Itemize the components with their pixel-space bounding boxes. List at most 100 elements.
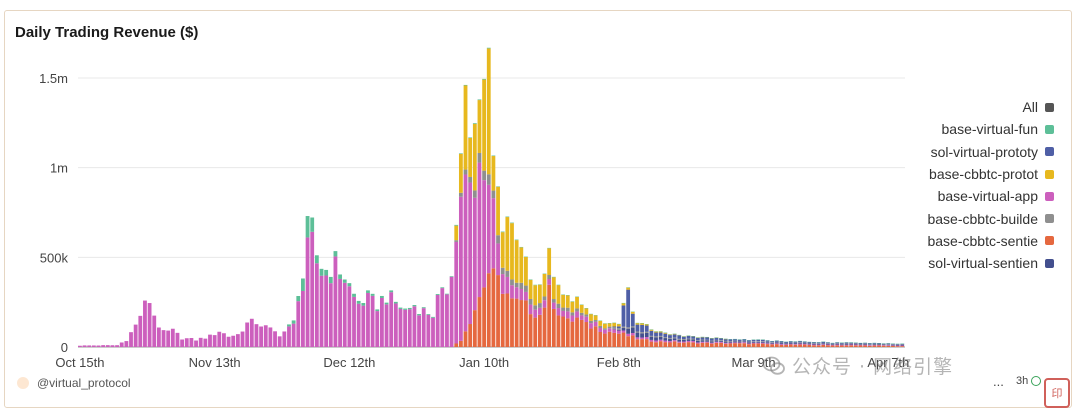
bar-segment-base-virtual-app (175, 332, 180, 347)
bar-segment-base-virtual-app (681, 341, 686, 343)
bar-segment-base-cbbtc-builde (491, 190, 496, 199)
bar-segment-base-virtual-fun (324, 269, 329, 276)
bar-segment-sol-virtual-sentien (714, 340, 719, 342)
bar-segment-base-cbbtc-sentie (891, 345, 895, 347)
bar-segment-base-cbbtc-builde (528, 298, 533, 305)
bar-segment-base-virtual-app (886, 345, 891, 346)
bar-segment-sol-virtual-prototy (835, 342, 840, 344)
bar-segment-base-virtual-app (296, 301, 301, 347)
bar-segment-base-cbbtc-builde (589, 320, 593, 324)
bar-segment-sol-virtual-sentien (640, 333, 644, 338)
bar-segment-base-cbbtc-builde (644, 331, 649, 333)
bar-segment-base-cbbtc-sentie (691, 342, 696, 347)
bar-segment-base-cbbtc-builde (510, 279, 514, 286)
y-tick-label: 1m (50, 161, 68, 176)
legend-swatch-icon (1045, 214, 1054, 224)
bar-segment-sol-virtual-sentien (872, 344, 877, 346)
bar-segment-base-virtual-app (742, 342, 747, 344)
bar-segment-base-cbbtc-protot (542, 273, 547, 297)
bar-segment-base-cbbtc-protot (626, 287, 631, 290)
bar-segment-sol-virtual-prototy (895, 343, 900, 345)
legend-item[interactable]: sol-virtual-sentien (854, 252, 1054, 274)
bar-segment-base-virtual-app (788, 343, 793, 345)
bar-segment-base-virtual-app (440, 288, 445, 347)
bar-segment-base-cbbtc-builde (640, 332, 644, 334)
bar-segment-base-virtual-app (621, 330, 626, 333)
legend-label: base-virtual-fun (941, 121, 1039, 138)
bar-segment-base-cbbtc-protot (491, 156, 496, 191)
bar-segment-base-virtual-app (677, 341, 682, 343)
bar-segment-base-cbbtc-protot (663, 332, 668, 334)
bar-segment-base-virtual-app (129, 332, 133, 347)
legend-item[interactable]: base-cbbtc-protot (854, 163, 1054, 185)
bar-segment-base-virtual-fun (431, 316, 435, 318)
bar-segment-base-virtual-app (189, 338, 194, 347)
bar-segment-base-virtual-fun (505, 216, 510, 218)
bar-segment-sol-virtual-prototy (793, 341, 798, 343)
bar-segment-base-virtual-fun (500, 231, 505, 233)
bar-segment-base-cbbtc-sentie (668, 342, 672, 347)
bar-segment-sol-virtual-sentien (779, 343, 784, 345)
bar-segment-base-cbbtc-protot (500, 232, 505, 268)
legend-item[interactable]: base-cbbtc-sentie (854, 230, 1054, 252)
bar-segment-base-virtual-app (695, 342, 700, 344)
y-tick-label: 500k (40, 250, 69, 265)
bar-segment-base-cbbtc-sentie (886, 345, 891, 347)
legend-item[interactable]: base-virtual-fun (854, 118, 1054, 140)
legend-item[interactable]: sol-virtual-prototy (854, 141, 1054, 163)
bar-segment-base-cbbtc-sentie (472, 310, 477, 347)
legend-item[interactable]: base-cbbtc-builde (854, 207, 1054, 229)
bar-segment-base-virtual-app (705, 341, 710, 343)
bar-segment-base-virtual-app (528, 304, 533, 315)
bar-segment-base-virtual-fun (352, 293, 356, 297)
bar-segment-sol-virtual-sentien (802, 343, 807, 344)
bar-segment-base-virtual-app (844, 344, 849, 346)
bar-segment-base-cbbtc-sentie (510, 298, 514, 347)
legend-swatch-icon (1045, 124, 1054, 134)
bar-segment-sol-virtual-sentien (756, 341, 761, 343)
bar-segment-base-virtual-app (352, 296, 356, 347)
bar-segment-base-virtual-fun (314, 255, 319, 264)
bar-segment-base-virtual-app (245, 322, 250, 347)
bar-segment-base-virtual-app (751, 342, 756, 344)
bar-segment-base-virtual-app (180, 339, 185, 347)
bar-segment-base-cbbtc-builde (570, 312, 575, 316)
bar-segment-base-cbbtc-builde (593, 320, 598, 322)
legend-item[interactable]: base-virtual-app (854, 185, 1054, 207)
source-handle-text: @virtual_protocol (37, 376, 131, 390)
bar-segment-sol-virtual-sentien (668, 338, 672, 342)
bar-segment-sol-virtual-sentien (895, 345, 900, 346)
bar-segment-base-cbbtc-sentie (835, 345, 840, 347)
legend-item[interactable]: All (854, 96, 1054, 118)
bar-segment-sol-virtual-sentien (677, 339, 682, 342)
bar-segment-base-virtual-app (826, 344, 830, 346)
bar-segment-base-virtual-app (747, 343, 751, 345)
bar-segment-sol-virtual-prototy (812, 342, 816, 344)
bar-segment-base-cbbtc-sentie (603, 333, 607, 347)
bar-segment-sol-virtual-sentien (760, 341, 765, 343)
bar-segment-base-virtual-app (672, 340, 677, 342)
bar-segment-base-cbbtc-protot (584, 308, 589, 315)
bar-segment-base-cbbtc-builde (723, 340, 728, 342)
bar-segment-base-virtual-fun (510, 222, 514, 224)
bar-segment-sol-virtual-prototy (700, 337, 705, 340)
bar-segment-base-cbbtc-protot (607, 323, 612, 327)
more-menu-icon[interactable]: ... (993, 374, 1004, 389)
bar-segment-base-cbbtc-sentie (514, 298, 519, 347)
bar-segment-base-virtual-app (756, 342, 761, 344)
x-tick-label: Oct 15th (55, 355, 104, 370)
bar-segment-sol-virtual-sentien (747, 342, 751, 344)
bar-segment-base-cbbtc-protot (640, 323, 644, 325)
legend-label: base-virtual-app (937, 188, 1038, 205)
bar-segment-sol-virtual-prototy (635, 324, 640, 332)
bar-segment-base-virtual-app (867, 345, 872, 346)
bar-segment-base-cbbtc-builde (524, 285, 528, 292)
bar-segment-base-cbbtc-protot (649, 329, 654, 331)
bar-segment-base-virtual-app (881, 345, 886, 346)
bar-segment-base-cbbtc-builde (695, 340, 700, 341)
bar-segment-sol-virtual-prototy (649, 330, 654, 336)
bar-segment-base-cbbtc-sentie (547, 284, 552, 347)
bar-segment-sol-virtual-prototy (877, 343, 881, 344)
bar-segment-base-virtual-app (510, 285, 514, 299)
bar-segment-base-cbbtc-builde (519, 282, 524, 289)
